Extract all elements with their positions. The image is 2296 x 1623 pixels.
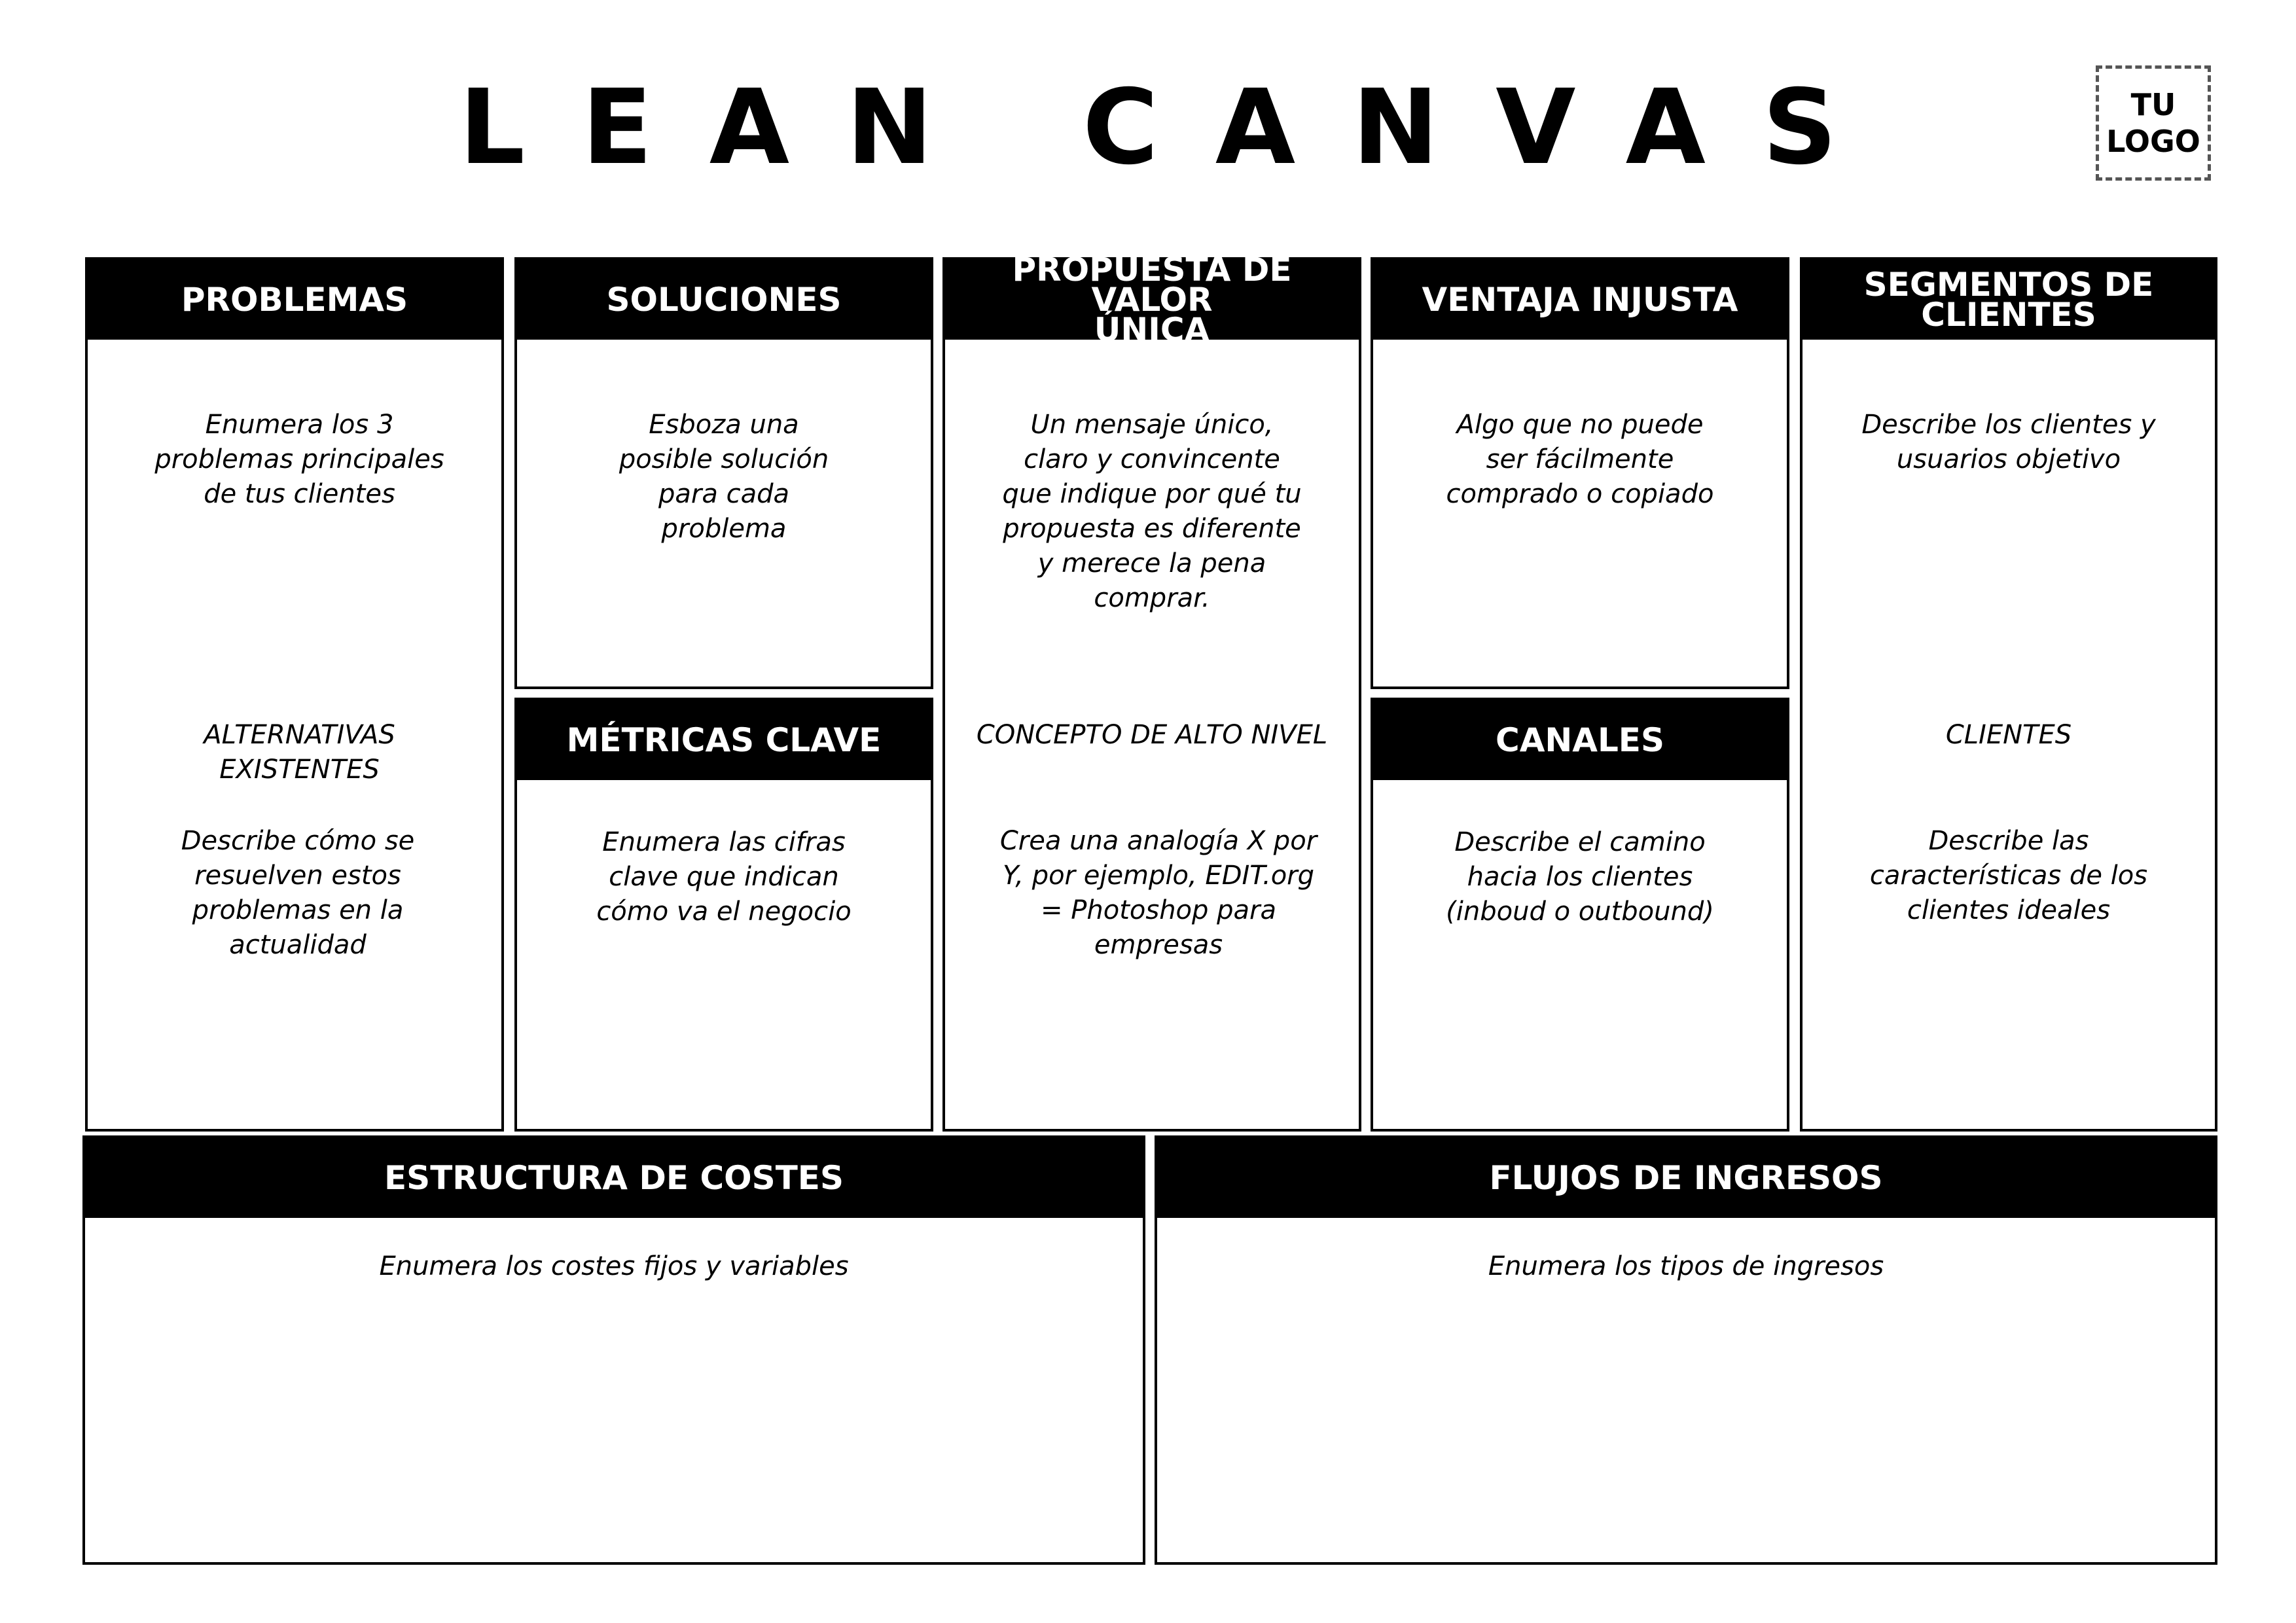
ventaja-injusta-block: VENTAJA INJUSTA Algo que no puede ser fá… (1371, 257, 1789, 689)
page-title: LEAN CANVAS (459, 67, 1894, 188)
logo-line-1: TU (2130, 87, 2176, 122)
propuesta-valor-header: PROPUESTA DE VALOR ÚNICA (945, 253, 1359, 346)
flujos-ingresos-block: FLUJOS DE INGRESOS Enumera los tipos de … (1155, 1135, 2217, 1565)
estructura-costes-block: ESTRUCTURA DE COSTES Enumera los costes … (82, 1135, 1145, 1565)
alternativas-title: ALTERNATIVAS EXISTENTES (204, 720, 395, 785)
concepto-description: Crea una analogía X por Y, por ejemplo, … (999, 826, 1318, 960)
propuesta-header-line-1: PROPUESTA DE VALOR (1012, 251, 1292, 319)
segmentos-header-line-2: CLIENTES (1921, 296, 2096, 334)
soluciones-description: Esboza una posible solución para cada pr… (619, 410, 829, 544)
canales-block: CANALES Describe el camino hacia los cli… (1371, 698, 1789, 1132)
problemas-description: Enumera los 3 problemas principales de t… (154, 410, 444, 509)
ventaja-injusta-description: Algo que no puede ser fácilmente comprad… (1446, 410, 1714, 509)
flujos-ingresos-description: Enumera los tipos de ingresos (1488, 1251, 1884, 1281)
concepto-title: CONCEPTO DE ALTO NIVEL (976, 720, 1328, 750)
segmentos-clientes-block: SEGMENTOS DE CLIENTES Describe los clien… (1800, 257, 2217, 1132)
canales-header: CANALES (1373, 700, 1787, 780)
alternativas-description: Describe cómo se resuelven estos problem… (181, 826, 415, 960)
problemas-block: PROBLEMAS Enumera los 3 problemas princi… (85, 257, 504, 1132)
soluciones-block: SOLUCIONES Esboza una posible solución p… (514, 257, 933, 689)
segmentos-clientes-header: SEGMENTOS DE CLIENTES (1803, 260, 2215, 340)
segmentos-clientes-description: Describe los clientes y usuarios objetiv… (1861, 410, 2156, 474)
segmentos-header-line-1: SEGMENTOS DE (1863, 266, 2154, 304)
metricas-clave-block: MÉTRICAS CLAVE Enumera las cifras clave … (514, 698, 933, 1132)
metricas-clave-description: Enumera las cifras clave que indican cóm… (596, 827, 852, 927)
canales-description: Describe el camino hacia los clientes (i… (1446, 827, 1714, 927)
logo-placeholder: TU LOGO (2096, 65, 2211, 181)
clientes-title: CLIENTES (1945, 720, 2072, 750)
soluciones-header: SOLUCIONES (517, 260, 931, 340)
flujos-ingresos-header: FLUJOS DE INGRESOS (1157, 1138, 2215, 1218)
ventaja-injusta-header: VENTAJA INJUSTA (1373, 260, 1787, 340)
metricas-clave-header: MÉTRICAS CLAVE (517, 700, 931, 780)
propuesta-header-line-2: ÚNICA (1094, 311, 1210, 349)
estructura-costes-header: ESTRUCTURA DE COSTES (85, 1138, 1143, 1218)
estructura-costes-description: Enumera los costes fijos y variables (379, 1251, 849, 1281)
propuesta-valor-description: Un mensaje único, claro y convincente qu… (1002, 410, 1302, 613)
clientes-description: Describe las características de los clie… (1869, 826, 2148, 925)
propuesta-valor-block: PROPUESTA DE VALOR ÚNICA Un mensaje únic… (942, 253, 1361, 1132)
logo-line-2: LOGO (2106, 124, 2200, 159)
problemas-header: PROBLEMAS (88, 260, 501, 340)
